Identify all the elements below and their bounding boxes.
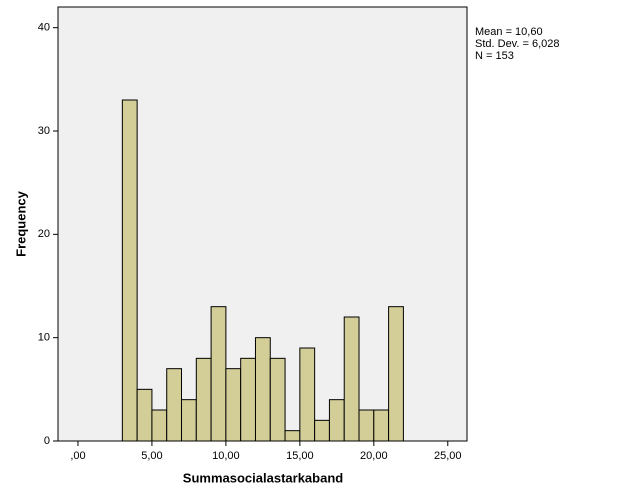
bar <box>299 347 316 442</box>
bar <box>225 368 242 442</box>
stat-annotation: Mean = 10,60 <box>475 26 543 38</box>
y-tick-label: 40 <box>38 22 50 34</box>
bar <box>314 419 330 442</box>
x-tick-label: 5,00 <box>141 450 162 462</box>
bar <box>136 388 153 442</box>
bar <box>388 306 404 442</box>
bar <box>151 409 168 442</box>
bar <box>373 409 390 442</box>
bar <box>210 306 227 442</box>
x-tick-label: 25,00 <box>434 450 462 462</box>
bar <box>166 368 183 442</box>
stat-annotation: Std. Dev. = 6,028 <box>475 38 560 50</box>
x-tick-label: 10,00 <box>212 450 240 462</box>
bar <box>358 409 375 442</box>
bar <box>328 399 345 442</box>
bar <box>240 357 256 442</box>
y-axis-title: Frequency <box>13 190 28 257</box>
y-tick-label: 10 <box>38 332 50 344</box>
stat-annotation: N = 153 <box>475 50 514 62</box>
y-tick-label: 30 <box>38 125 50 137</box>
x-axis-title: Summasocialastarkaband <box>183 470 343 485</box>
bar <box>254 337 271 442</box>
bar <box>343 316 360 442</box>
y-tick-label: 0 <box>44 435 50 447</box>
x-tick-label: ,00 <box>70 450 85 462</box>
bar <box>181 399 197 442</box>
bar <box>284 430 301 442</box>
bar <box>195 357 212 442</box>
x-tick-label: 20,00 <box>360 450 388 462</box>
bar <box>269 357 286 442</box>
bar <box>121 99 138 442</box>
y-tick-label: 20 <box>38 228 50 240</box>
x-tick-label: 15,00 <box>286 450 314 462</box>
